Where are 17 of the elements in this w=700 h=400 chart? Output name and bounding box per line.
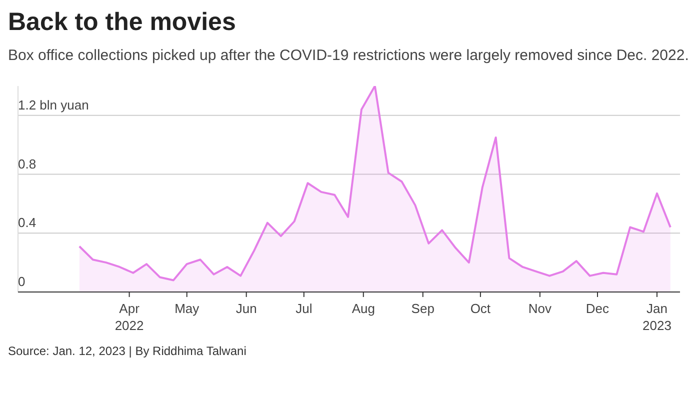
x-tick-label: Jan 2023 [642, 301, 672, 333]
x-tick-label: Apr 2022 [114, 301, 144, 333]
y-tick-label: 1.2 bln yuan [18, 97, 89, 112]
x-tick-label: Nov [528, 301, 552, 316]
x-tick-label: Jun [236, 301, 257, 316]
source-note: Source: Jan. 12, 2023 | By Riddhima Talwani [8, 344, 248, 358]
x-tick-label: Oct [470, 301, 491, 316]
x-tick-label: May [174, 301, 200, 316]
chart-title: Back to the movies [8, 8, 237, 37]
y-tick-label: 0.8 [18, 156, 36, 172]
y-tick-label: 0.4 [18, 215, 36, 230]
x-tick-label: Dec [586, 301, 610, 316]
x-tick-label: Aug [352, 301, 375, 316]
chart-subtitle: Box office collections picked up after the COVID-19 restrictions were largely removed since Dec. 2022. [8, 47, 690, 64]
x-tick-label: Jul [296, 301, 312, 316]
y-tick-label: 0 [18, 274, 26, 289]
x-tick-label: Sep [411, 301, 434, 316]
